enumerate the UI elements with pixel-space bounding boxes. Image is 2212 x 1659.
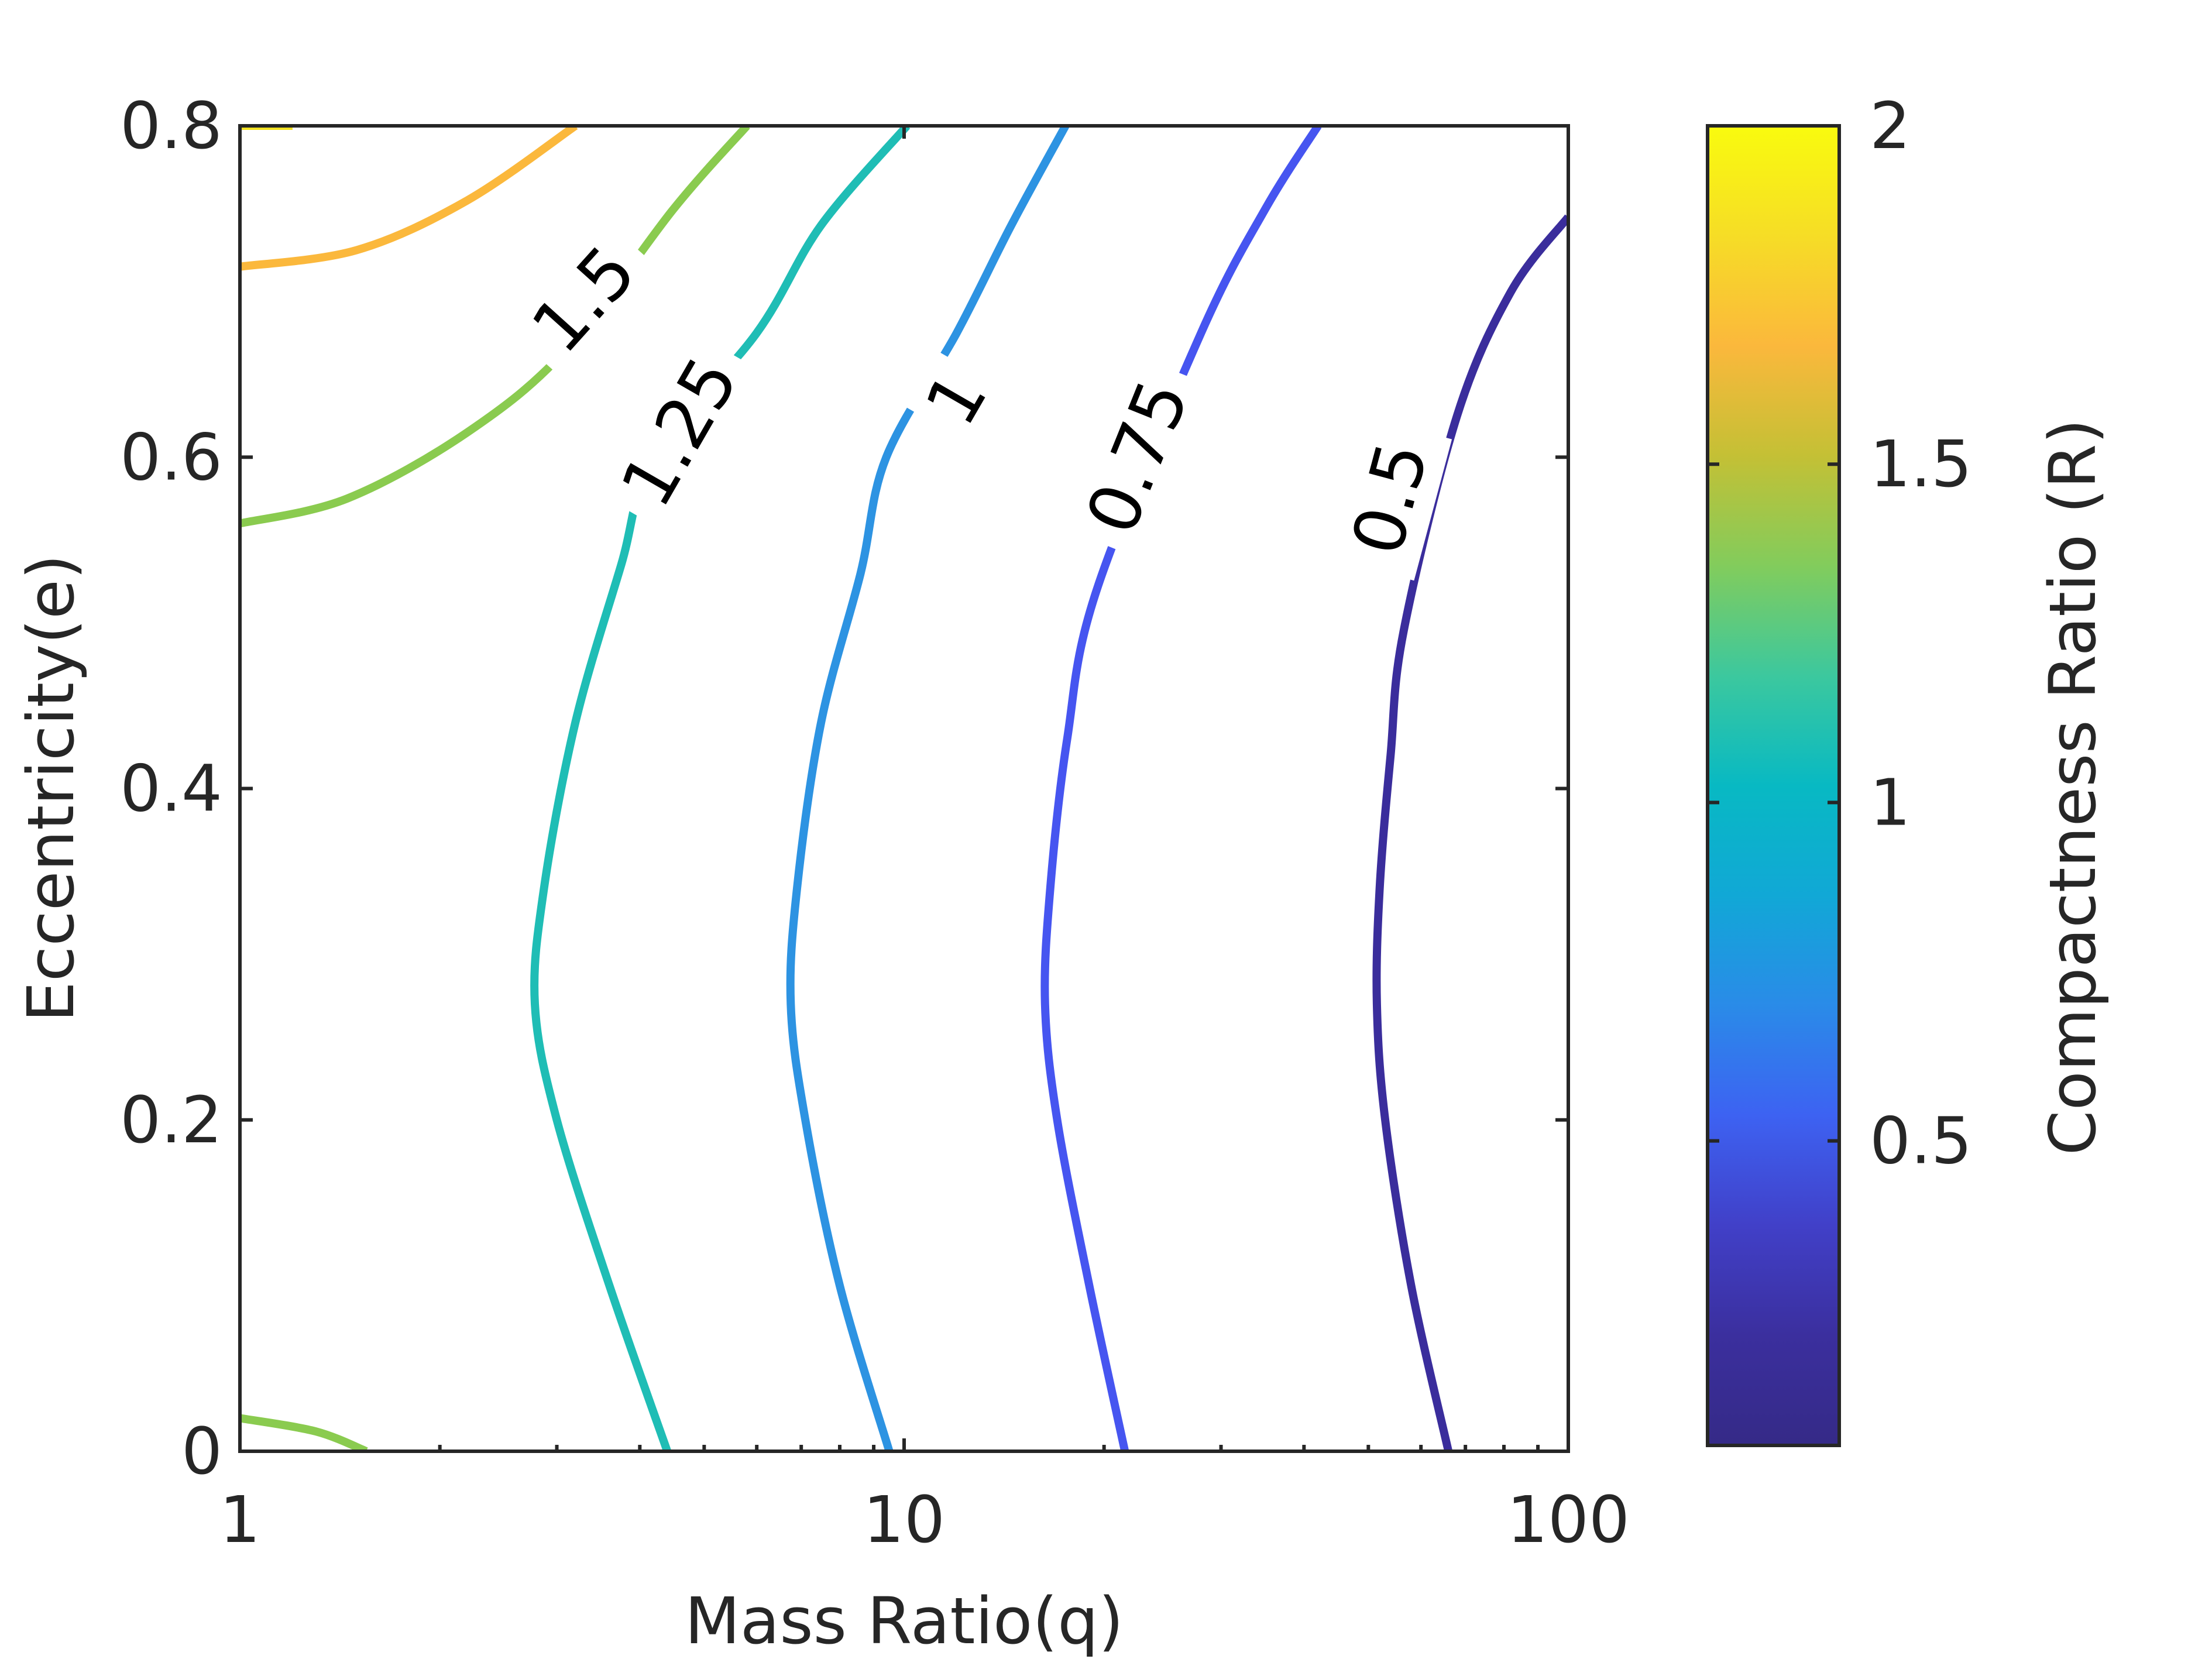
contour-label-gap xyxy=(595,329,765,535)
contour-line-0-5-0 xyxy=(1372,214,1568,1451)
colorbar-tick-label: 1 xyxy=(1870,765,1911,840)
contour-label-gap xyxy=(1062,353,1214,561)
contour-label-gap xyxy=(503,216,666,384)
contour-line-1-75-6 xyxy=(240,126,578,271)
colorbar-tick-label: 1.5 xyxy=(1870,427,1972,502)
contour-line-1-5-4 xyxy=(240,126,750,528)
x-tick-label: 10 xyxy=(863,1482,945,1557)
x-tick-label: 100 xyxy=(1507,1482,1630,1557)
contour-line-1-5-5 xyxy=(240,1414,368,1451)
x-tick-label: 1 xyxy=(219,1482,260,1557)
y-tick-label: 0 xyxy=(181,1414,222,1489)
y-tick-label: 0.2 xyxy=(120,1083,222,1157)
colorbar-tick-label: 0.5 xyxy=(1870,1104,1972,1179)
contour-line-1-2 xyxy=(786,126,1069,1451)
plot-background xyxy=(240,126,1568,1451)
contour-label-gap xyxy=(1329,416,1452,581)
y-axis-title: Eccentricity(e) xyxy=(13,554,88,1022)
colorbar-ticks: 0.5 1 1.5 2 xyxy=(1708,88,1972,1179)
contour-line-0-75-1 xyxy=(1040,126,1322,1451)
contour-label-gap xyxy=(902,349,1011,449)
contour-lines xyxy=(240,126,1568,1451)
colorbar xyxy=(1706,124,1841,1447)
plot-frame xyxy=(238,124,1570,1453)
x-axis-title: Mass Ratio(q) xyxy=(685,1584,1124,1658)
colorbar-title: Compactness Ratio (R) xyxy=(2035,419,2110,1156)
y-tick-label: 0.4 xyxy=(120,751,222,826)
tick-labels: 1 10 100 0 0.2 0.4 0.6 0.8 xyxy=(120,88,1630,1557)
y-tick-label: 0.8 xyxy=(120,88,222,163)
colorbar-tick-label: 2 xyxy=(1870,88,1911,163)
y-tick-label: 0.6 xyxy=(120,420,222,494)
contour-line-1-25-3 xyxy=(530,126,911,1451)
